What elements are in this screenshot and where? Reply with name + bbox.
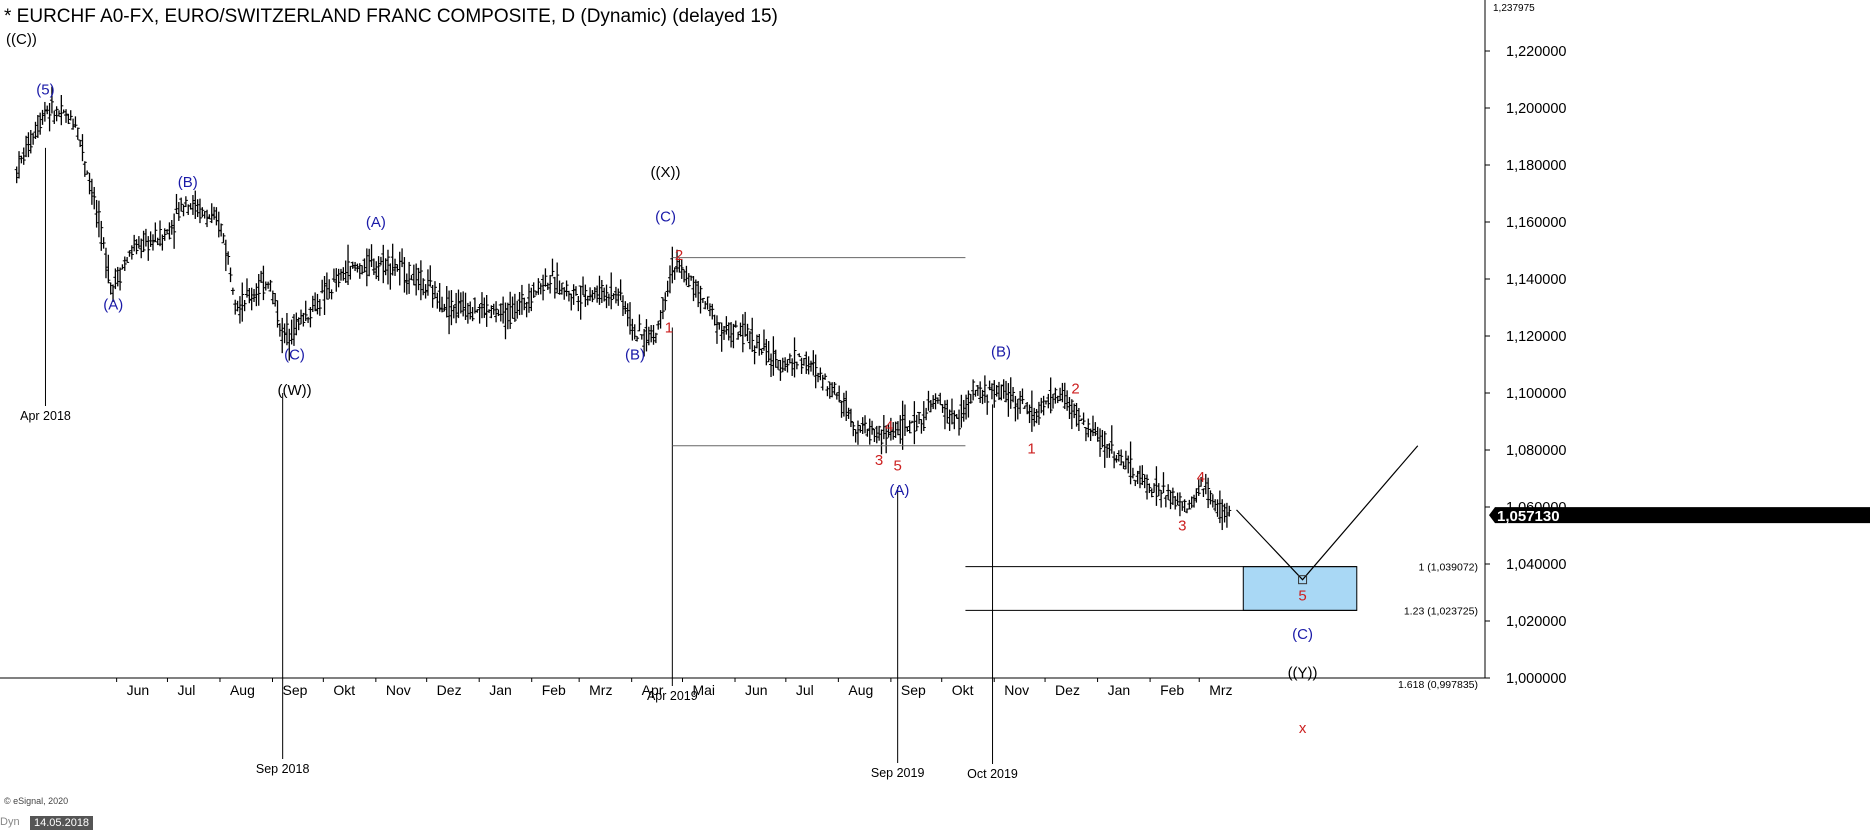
wave-label: ((W)) [277, 382, 311, 399]
x-tick-label: Nov [1004, 682, 1029, 698]
x-tick-label: Feb [1160, 682, 1184, 698]
last-price-label: 1,057130 [1497, 508, 1560, 525]
wave-label: ((X)) [651, 164, 681, 181]
x-tick-label: Jul [177, 682, 195, 698]
x-tick-label: Apr [642, 682, 664, 698]
wave-label: 4 [885, 418, 893, 435]
x-tick-label: Dez [1055, 682, 1080, 698]
y-tick-label: 1,020000 [1506, 614, 1566, 630]
fib-level-label: 1.23 (1,023725) [1404, 605, 1478, 617]
x-tick-label: Aug [848, 682, 873, 698]
x-tick-label: Aug [230, 682, 255, 698]
date-marker-label: Oct 2019 [967, 767, 1018, 781]
date-marker-label: Apr 2019 [647, 689, 698, 703]
y-tick-label: 1,040000 [1506, 557, 1566, 573]
fib-level-label: 1.618 (0,997835) [1398, 679, 1478, 691]
x-tick-label: Dez [437, 682, 462, 698]
chart-title: * EURCHF A0-FX, EURO/SWITZERLAND FRANC C… [4, 6, 778, 27]
wave-label: ((Y)) [1288, 664, 1318, 681]
wave-label: 5 [1298, 587, 1306, 604]
projection-target-marker [1298, 575, 1308, 585]
projection-path [1236, 445, 1419, 581]
wave-label: (A) [889, 482, 909, 499]
wave-label: (C) [655, 208, 676, 225]
y-tick-label: 1,180000 [1506, 158, 1566, 174]
fib-level-label: 1 (1,039072) [1418, 562, 1478, 574]
x-tick-label: Jun [745, 682, 768, 698]
wave-label: (A) [103, 297, 123, 314]
x-tick-label: Jul [796, 682, 814, 698]
wave-label: (A) [366, 214, 386, 231]
x-tick-label: Sep [901, 682, 926, 698]
wave-label: (C) [284, 347, 305, 364]
top-price-label: 1,237975 [1493, 3, 1535, 14]
y-tick-label: 1,140000 [1506, 272, 1566, 288]
wave-label: (5) [36, 81, 54, 98]
last-price-tag [1489, 507, 1870, 524]
x-tick-label: Okt [952, 682, 974, 698]
x-tick-label: Jan [489, 682, 512, 698]
esignal-credit: © eSignal, 2020 [4, 796, 69, 806]
wave-label: 3 [875, 452, 883, 469]
wave-label: 2 [675, 247, 683, 264]
cursor-date: 14.05.2018 [30, 816, 94, 830]
mode-indicator: Dyn [0, 816, 20, 828]
wave-label: 4 [1197, 469, 1205, 486]
date-marker-label: Sep 2019 [871, 766, 925, 780]
wave-label: (B) [178, 174, 198, 191]
x-tick-label: Sep [283, 682, 308, 698]
wave-label: 5 [893, 458, 901, 475]
x-tick-label: Jun [127, 682, 150, 698]
wave-label: 3 [1178, 518, 1186, 535]
y-tick-label: 1,120000 [1506, 329, 1566, 345]
degree-label: ((C)) [6, 31, 37, 48]
date-marker-label: Sep 2018 [256, 762, 310, 776]
x-tick-label: Mai [692, 682, 715, 698]
wave-label: (B) [625, 347, 645, 364]
wave-label: 2 [1071, 381, 1079, 398]
y-tick-label: 1,160000 [1506, 215, 1566, 231]
wave-label: x [1299, 720, 1307, 737]
y-tick-label: 1,220000 [1506, 44, 1566, 60]
wave-label: (B) [991, 344, 1011, 361]
wave-label: 1 [1027, 441, 1035, 458]
y-tick-label: 1,000000 [1506, 671, 1566, 687]
y-tick-label: 1,080000 [1506, 443, 1566, 459]
date-marker-label: Apr 2018 [20, 409, 71, 423]
x-tick-label: Feb [542, 682, 566, 698]
wave-label: 1 [665, 319, 673, 336]
x-tick-label: Mrz [589, 682, 612, 698]
x-tick-label: Mrz [1209, 682, 1232, 698]
wave-label: (C) [1292, 626, 1313, 643]
x-tick-label: Jan [1108, 682, 1131, 698]
x-tick-label: Okt [333, 682, 355, 698]
y-tick-label: 1,100000 [1506, 386, 1566, 402]
x-tick-label: Nov [386, 682, 411, 698]
y-tick-label: 1,200000 [1506, 101, 1566, 117]
